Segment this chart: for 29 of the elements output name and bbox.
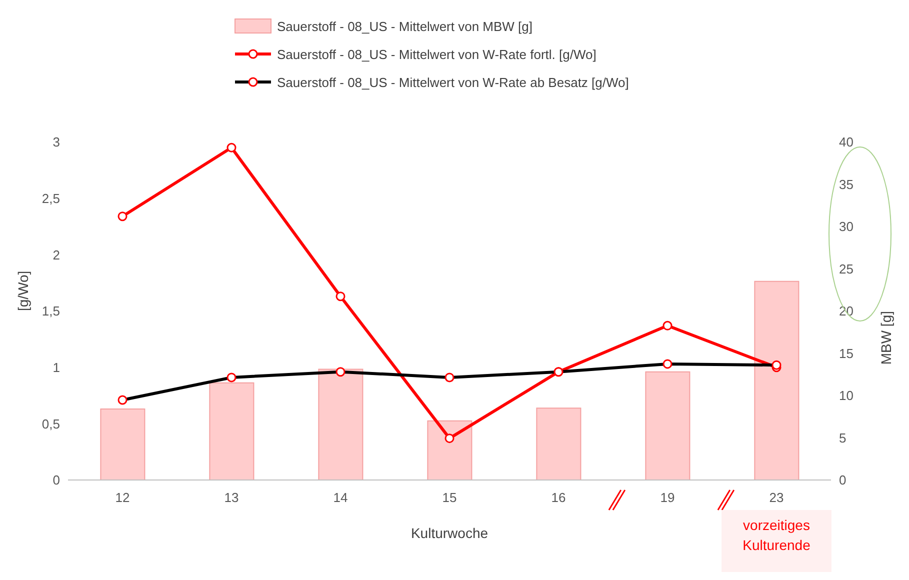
y2-tick-label: 25 <box>839 261 854 276</box>
y-tick-label: 2,5 <box>42 190 60 206</box>
y-tick-label: 3 <box>52 134 60 150</box>
y-tick-label: 0 <box>52 472 60 488</box>
y-tick-label: 0,5 <box>42 416 60 432</box>
y2-tick-label: 10 <box>839 388 854 404</box>
y2-tick-label: 15 <box>839 346 854 361</box>
y-tick-label: 1,5 <box>42 304 60 319</box>
y2-tick-label: 0 <box>839 472 846 488</box>
legend-label: Sauerstoff - 08_US - Mittelwert von W-Rate fortl. [g/Wo] <box>277 46 596 62</box>
y-tick-label: 1 <box>52 360 60 375</box>
legend-label: Sauerstoff - 08_US - Mittelwert von MBW [g] <box>277 18 533 34</box>
y2-tick-label: 5 <box>839 430 846 446</box>
x-tick-label: 16 <box>551 490 566 505</box>
text: vorzeitiges Kulturende <box>742 517 811 553</box>
x-tick-label: 23 <box>769 490 784 505</box>
y-axis-title: [g/Wo] <box>14 270 31 311</box>
x-tick-label: 12 <box>115 490 130 505</box>
y2-tick-label: 40 <box>839 134 854 150</box>
x-tick-label: 14 <box>333 490 348 505</box>
x-tick-label: 13 <box>224 490 239 505</box>
y-tick-label: 2 <box>52 247 60 262</box>
legend-label: Sauerstoff - 08_US - Mittelwert von W-Rate ab Besatz [g/Wo] <box>277 74 629 90</box>
x-tick-label: 15 <box>442 490 457 505</box>
y2-tick-label: 30 <box>839 219 854 234</box>
y2-tick-label: 35 <box>839 176 854 192</box>
x-tick-label: 19 <box>660 490 675 505</box>
y2-axis-title: MBW [g] <box>878 311 894 365</box>
x-axis-title: Kulturwoche <box>410 525 488 541</box>
